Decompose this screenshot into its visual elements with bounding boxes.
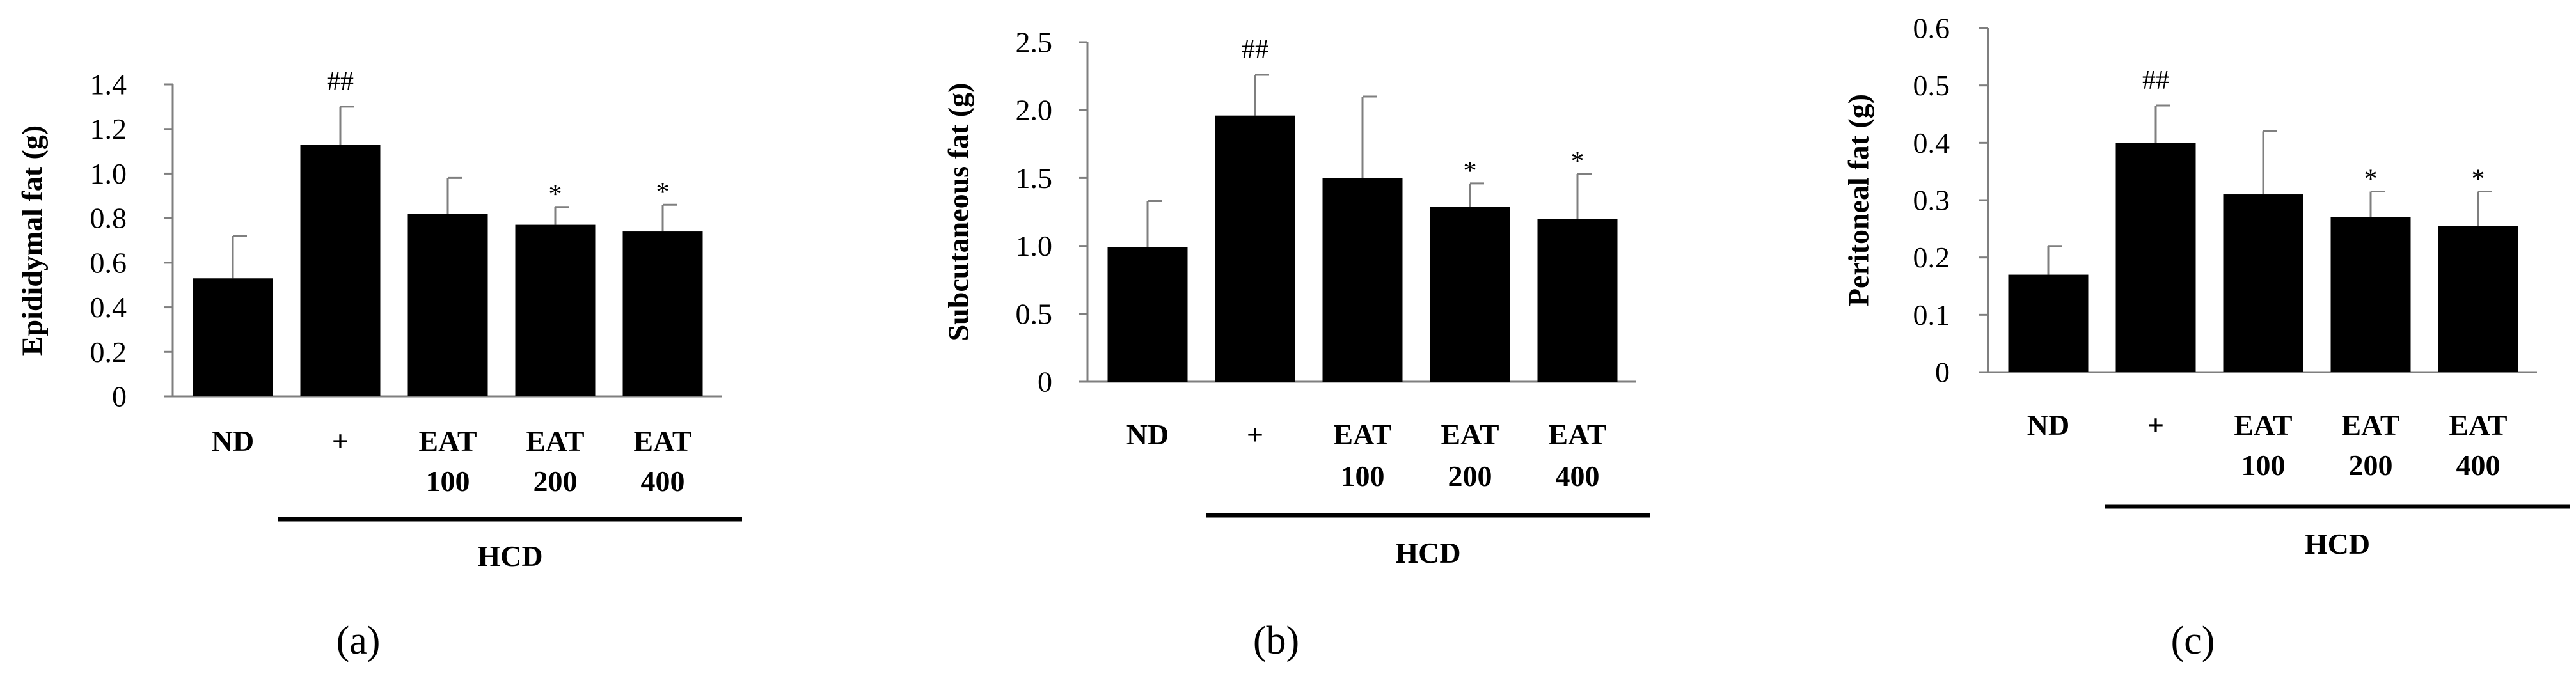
category-label: + — [1247, 418, 1263, 451]
bar — [2330, 217, 2411, 372]
y-tick-label: 0.8 — [90, 202, 127, 235]
bar — [2008, 274, 2089, 372]
y-tick-label: 0.2 — [90, 336, 127, 368]
bar — [300, 145, 381, 396]
y-tick-label: 0.2 — [1913, 241, 1950, 274]
y-tick-label: 0.5 — [1016, 297, 1053, 330]
significance-marker-hash: ## — [1242, 35, 1268, 65]
category-label: ND — [212, 425, 254, 457]
significance-marker: * — [1464, 157, 1477, 186]
bar — [1107, 247, 1188, 382]
category-label-line2: 100 — [426, 465, 470, 497]
category-label-line2: 200 — [1448, 460, 1492, 492]
category-label-line2: 100 — [1341, 460, 1385, 492]
bar — [407, 214, 488, 396]
y-tick-label: 1.2 — [90, 113, 127, 145]
group-label: HCD — [2305, 528, 2370, 560]
category-label: EAT — [2234, 409, 2292, 441]
y-tick-label: 2.0 — [1016, 94, 1053, 127]
chart-panel-b: Subcutaneous fat (g) 0 0.5 1.0 1.5 2.0 2.5 ND ##… — [942, 26, 1650, 662]
significance-marker: * — [656, 178, 670, 207]
y-tick-label: 0.5 — [1913, 69, 1950, 102]
y-axis-label: Peritoneal fat (g) — [1842, 94, 1875, 306]
panel-label: (b) — [1253, 619, 1299, 662]
y-tick-label: 0 — [112, 380, 127, 413]
significance-marker-hash: ## — [2142, 66, 2169, 95]
y-tick-label: 0.6 — [90, 246, 127, 279]
panel-label: (c) — [2171, 619, 2215, 662]
bar — [515, 224, 596, 396]
y-tick-label: 0.3 — [1913, 184, 1950, 217]
y-tick-label: 0.4 — [90, 291, 127, 324]
category-label: EAT — [418, 425, 477, 457]
group-label: HCD — [477, 540, 542, 572]
y-tick-label: 0.4 — [1913, 127, 1950, 159]
category-label: EAT — [1548, 418, 1606, 451]
y-tick-label: 0.6 — [1913, 12, 1950, 45]
category-label-line2: 400 — [641, 465, 685, 497]
bar — [1215, 115, 1295, 382]
category-label: EAT — [2341, 409, 2399, 441]
category-label: + — [332, 425, 349, 457]
category-label-line2: 200 — [2349, 449, 2393, 481]
significance-marker: * — [2364, 165, 2378, 194]
significance-marker: * — [2472, 165, 2485, 194]
category-label: EAT — [1333, 418, 1391, 451]
significance-marker: * — [549, 180, 562, 210]
chart-panel-a: Epididymal fat (g) 0 0.2 0.4 0.6 0.8 1.0 1.2 1.4… — [16, 67, 742, 662]
bar — [1537, 219, 1618, 382]
category-label: EAT — [2449, 409, 2507, 441]
category-label: ND — [2027, 409, 2069, 441]
category-label-line2: 100 — [2241, 449, 2286, 481]
bar — [2223, 194, 2303, 372]
bar — [193, 278, 273, 396]
y-axis-label: Epididymal fat (g) — [16, 125, 49, 356]
category-label-line2: 400 — [2456, 449, 2501, 481]
chart-panel-c: Peritoneal fat (g) 0 0.1 0.2 0.3 0.4 0.5 0.6 ND #… — [1842, 12, 2570, 662]
bar — [1430, 207, 1510, 382]
y-axis-label: Subcutaneous fat (g) — [942, 83, 975, 341]
category-label: EAT — [526, 425, 584, 457]
y-tick-label: 1.4 — [90, 68, 127, 101]
panel-label: (a) — [336, 619, 381, 662]
significance-marker-hash: ## — [327, 67, 354, 97]
y-tick-label: 0.1 — [1913, 299, 1950, 331]
category-label-line2: 400 — [1556, 460, 1600, 492]
category-label: ND — [1126, 418, 1169, 451]
bar — [622, 231, 703, 396]
bar — [2115, 143, 2196, 373]
bar — [2438, 226, 2518, 372]
category-label: EAT — [633, 425, 691, 457]
category-label: + — [2147, 409, 2164, 441]
y-tick-label: 1.0 — [90, 157, 127, 190]
y-tick-label: 0 — [1935, 356, 1950, 389]
y-tick-label: 0 — [1038, 366, 1052, 398]
y-tick-label: 1.5 — [1016, 162, 1053, 194]
group-label: HCD — [1395, 536, 1460, 569]
significance-marker: * — [1571, 147, 1584, 176]
category-label-line2: 200 — [533, 465, 578, 497]
y-tick-label: 2.5 — [1016, 26, 1053, 59]
y-tick-label: 1.0 — [1016, 230, 1053, 262]
bar — [1322, 178, 1403, 382]
category-label: EAT — [1441, 418, 1499, 451]
